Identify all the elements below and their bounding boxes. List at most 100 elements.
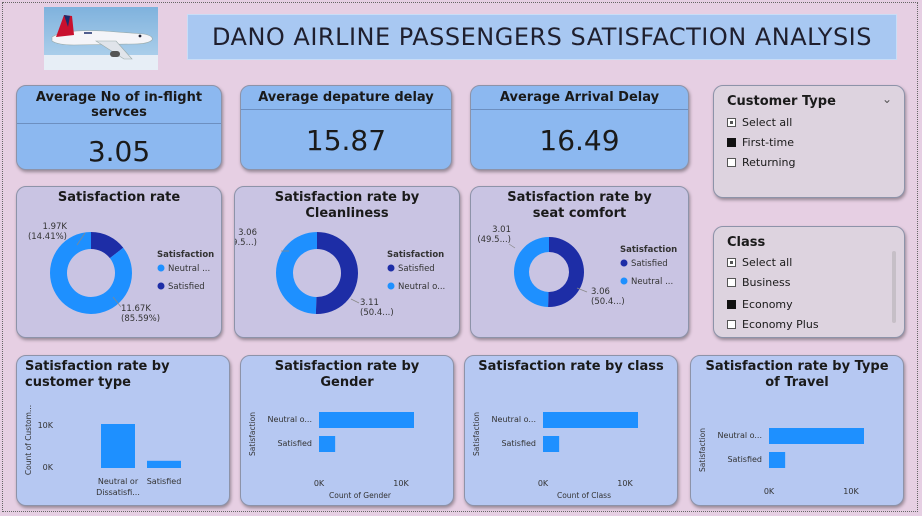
kpi-value: 15.87 — [305, 124, 387, 157]
donut-slice-satisfied — [91, 232, 124, 259]
slicer-item-select-all[interactable]: Select all — [727, 256, 792, 269]
tick-label: 0K — [538, 479, 549, 488]
kpi-inflight-services: Average No of in-flight servces 3.05 — [16, 85, 222, 170]
data-label: (49.5...) — [235, 238, 257, 248]
data-label: 1.97K — [43, 222, 68, 232]
checkbox-icon[interactable] — [727, 118, 736, 127]
legend-title: Satisfaction — [157, 250, 214, 260]
donut-slice-satisfied — [315, 232, 358, 314]
kpi-arrival-delay: Average Arrival Delay 16.49 — [470, 85, 689, 170]
bar-card-type-of-travel: Satisfaction rate by Type of Travel Sati… — [690, 355, 904, 506]
bar-0 — [319, 412, 414, 428]
data-label: (85.59%) — [121, 314, 160, 324]
data-label: 3.01 — [492, 225, 511, 235]
kpi-label: Average Arrival Delay — [499, 90, 660, 105]
donut-card-cleanliness: Satisfaction rate by Cleanliness 3.06(49… — [234, 186, 460, 338]
data-label: 3.06 — [238, 228, 257, 238]
legend-entry: Satisfied — [398, 264, 435, 274]
chart-title: Satisfaction rate by seat comfort — [507, 190, 652, 221]
bar-1 — [147, 460, 181, 468]
data-label: (49.5...) — [477, 235, 511, 245]
slicer-item-economy[interactable]: Economy — [727, 298, 793, 311]
donut-slice-neutral — [50, 232, 132, 314]
leader-line — [350, 298, 360, 304]
data-label: 3.11 — [360, 298, 379, 308]
bar-1 — [769, 452, 786, 468]
tick-label: 0K — [43, 463, 54, 472]
bar-chart: Satisfaction Neutral o... Satisfied 0K 10K — [698, 428, 864, 496]
tick-label: 0K — [764, 487, 775, 496]
chart-title: Satisfaction rate by customer type — [25, 359, 170, 390]
bar-1 — [319, 436, 336, 452]
customer-type-slicer[interactable]: Customer Type ⌄ Select all First-time Re… — [713, 85, 905, 198]
kpi-value: 16.49 — [539, 124, 620, 157]
legend-entry: Neutral ... — [168, 264, 210, 274]
axis-label: Count of Class — [557, 491, 611, 500]
checkbox-icon[interactable] — [727, 138, 736, 147]
legend-marker — [620, 259, 628, 267]
slicer-title: Customer Type — [727, 94, 836, 109]
donut-chart: 1.97K(14.41%) 11.67K(85.59%) Satisfaction N… — [28, 222, 214, 324]
tick-label: 10K — [617, 479, 633, 488]
legend-marker — [157, 264, 165, 272]
legend-entry: Neutral o... — [398, 282, 445, 292]
leader-line — [508, 243, 516, 249]
kpi-label: Average No of in-flight servces — [17, 86, 221, 124]
bar-1 — [543, 436, 560, 452]
data-label: 11.67K — [121, 304, 151, 314]
leader-line — [576, 287, 588, 293]
checkbox-icon[interactable] — [727, 258, 736, 267]
chart-title: Satisfaction rate — [57, 190, 181, 205]
tick-label: 10K — [38, 421, 54, 430]
legend-entry: Satisfied — [631, 259, 668, 269]
category-label: Neutral o... — [718, 431, 762, 440]
axis-label: Count of Custom... — [24, 405, 33, 475]
data-label: (50.4...) — [360, 308, 394, 318]
kpi-label: Average depature delay — [258, 90, 434, 105]
tick-label: 10K — [393, 479, 409, 488]
checkbox-icon[interactable] — [727, 278, 736, 287]
category-label: Neutral o... — [268, 415, 312, 424]
donut-chart: 3.01(49.5...) 3.06(50.4...) Satisfaction Sa… — [477, 225, 677, 307]
slicer-scrollbar[interactable] — [892, 251, 896, 323]
slicer-item-first-time[interactable]: First-time — [727, 136, 794, 149]
bar-card-gender: Satisfaction rate by Gender Satisfaction… — [240, 355, 454, 506]
category-label: Dissatisfi... — [96, 488, 140, 497]
tick-label: 0K — [314, 479, 325, 488]
checkbox-icon[interactable] — [727, 320, 736, 329]
slicer-title: Class — [727, 235, 766, 250]
donut-slice-neutral — [275, 232, 317, 314]
bar-chart: Count of Custom... 10K 0K Neutral or Dissati… — [24, 405, 182, 497]
category-label: Neutral o... — [492, 415, 536, 424]
data-label: 3.06 — [591, 287, 610, 297]
legend-marker — [387, 282, 395, 290]
legend-marker — [620, 277, 628, 285]
slicer-item-business[interactable]: Business — [727, 276, 791, 289]
donut-card-satisfaction-rate: Satisfaction rate 1.97K (14.41%) 11.67K (85… — [16, 186, 222, 338]
checkbox-icon[interactable] — [727, 158, 736, 167]
chart-title: Satisfaction rate by Cleanliness — [274, 190, 420, 221]
legend-title: Satisfaction — [387, 250, 444, 260]
bar-0 — [101, 424, 135, 468]
slicer-item-select-all[interactable]: Select all — [727, 116, 792, 129]
donut-chart: 3.06(49.5...) 3.11(50.4...) Satisfaction Sa… — [235, 228, 445, 318]
slicer-item-returning[interactable]: Returning — [727, 156, 796, 169]
chart-title: Satisfaction rate by Gender — [274, 359, 420, 390]
class-slicer[interactable]: Class Select all Business Economy Econom… — [713, 226, 905, 338]
kpi-value: 3.05 — [87, 135, 151, 168]
axis-label: Satisfaction — [248, 412, 257, 456]
category-label: Neutral or — [98, 477, 139, 486]
bar-card-class: Satisfaction rate by class Satisfaction N… — [464, 355, 678, 506]
axis-label: Satisfaction — [472, 412, 481, 456]
checkbox-icon[interactable] — [727, 300, 736, 309]
slicer-item-economy-plus[interactable]: Economy Plus — [727, 318, 819, 331]
category-label: Satisfied — [147, 477, 182, 486]
category-label: Satisfied — [727, 455, 762, 464]
legend-marker — [387, 264, 395, 272]
bar-chart: Satisfaction Neutral o... Satisfied 0K 10KCo… — [248, 412, 414, 500]
legend-title: Satisfaction — [620, 245, 677, 255]
kpi-departure-delay: Average depature delay 15.87 — [240, 85, 452, 170]
bar-0 — [543, 412, 638, 428]
data-label: (14.41%) — [28, 232, 67, 242]
chevron-down-icon[interactable]: ⌄ — [881, 92, 892, 106]
